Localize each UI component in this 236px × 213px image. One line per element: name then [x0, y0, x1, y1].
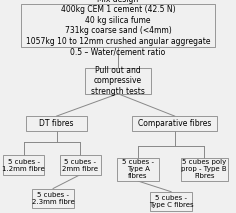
- Text: DT fibres: DT fibres: [39, 119, 74, 128]
- FancyBboxPatch shape: [181, 158, 228, 181]
- Text: 5 cubes -
2mm fibre: 5 cubes - 2mm fibre: [62, 158, 98, 172]
- Text: 5 cubes poly
prop - Type B
Fibres: 5 cubes poly prop - Type B Fibres: [181, 159, 227, 179]
- Text: 5 cubes -
2.3mm fibre: 5 cubes - 2.3mm fibre: [32, 191, 75, 205]
- Text: Comparative fibres: Comparative fibres: [138, 119, 211, 128]
- FancyBboxPatch shape: [60, 155, 101, 175]
- FancyBboxPatch shape: [85, 68, 151, 94]
- FancyBboxPatch shape: [26, 116, 87, 131]
- Text: Mix design
400kg CEM 1 cement (42.5 N)
40 kg silica fume
731kg coarse sand (<4mm: Mix design 400kg CEM 1 cement (42.5 N) 4…: [26, 0, 210, 56]
- FancyBboxPatch shape: [132, 116, 217, 131]
- Text: 5 cubes -
1.2mm fibre: 5 cubes - 1.2mm fibre: [2, 158, 45, 172]
- FancyBboxPatch shape: [21, 4, 215, 47]
- Text: 5 cubes -
Type A
fibres: 5 cubes - Type A fibres: [122, 159, 154, 179]
- Text: Pull out and
compressive
strength tests: Pull out and compressive strength tests: [91, 66, 145, 96]
- FancyBboxPatch shape: [117, 158, 159, 181]
- FancyBboxPatch shape: [33, 189, 74, 208]
- Text: 5 cubes -
Type C fibres: 5 cubes - Type C fibres: [149, 195, 194, 208]
- FancyBboxPatch shape: [3, 155, 44, 175]
- FancyBboxPatch shape: [151, 192, 192, 211]
